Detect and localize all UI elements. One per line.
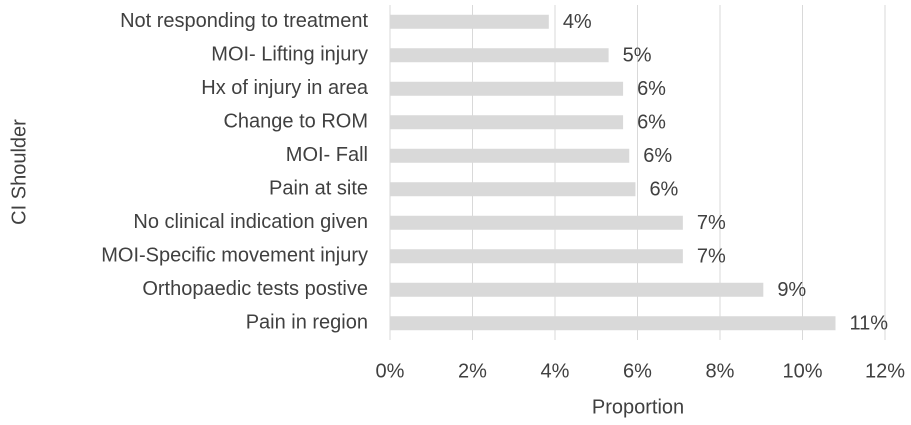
- data-label: 7%: [697, 246, 726, 268]
- data-label: 6%: [649, 179, 678, 201]
- bar: [390, 148, 630, 163]
- x-tick-label: 4%: [541, 360, 570, 382]
- data-label: 6%: [637, 78, 666, 100]
- bar: [390, 215, 683, 230]
- bar: [390, 81, 624, 96]
- y-tick-label: Orthopaedic tests postive: [142, 278, 368, 300]
- data-label: 6%: [643, 145, 672, 167]
- bar: [390, 182, 636, 197]
- bar: [390, 316, 836, 331]
- data-label: 11%: [850, 313, 889, 335]
- bar: [390, 48, 609, 63]
- bar: [390, 249, 683, 264]
- y-tick-label: MOI-Specific movement injury: [101, 245, 368, 267]
- x-tick-label: 6%: [623, 360, 652, 382]
- y-tick-label: MOI- Fall: [286, 144, 368, 166]
- y-tick-label: Pain in region: [246, 312, 368, 334]
- data-label: 5%: [623, 45, 652, 67]
- y-tick-label: Change to ROM: [223, 111, 368, 133]
- x-tick-label: 8%: [706, 360, 735, 382]
- x-tick-label: 10%: [782, 360, 822, 382]
- y-tick-label: No clinical indication given: [133, 211, 368, 233]
- data-label: 4%: [563, 11, 592, 33]
- x-axis-title: Proportion: [592, 396, 684, 418]
- y-tick-label: Pain at site: [269, 178, 368, 200]
- y-axis-title: CI Shoulder: [8, 119, 30, 225]
- data-label: 6%: [637, 112, 666, 134]
- y-tick-label: MOI- Lifting injury: [211, 44, 368, 66]
- data-label: 9%: [777, 279, 806, 301]
- x-tick-label: 12%: [865, 360, 905, 382]
- x-tick-label: 0%: [376, 360, 405, 382]
- bar: [390, 14, 549, 29]
- data-label: 7%: [697, 212, 726, 234]
- bar: [390, 115, 624, 130]
- y-tick-label: Hx of injury in area: [201, 77, 369, 99]
- x-tick-label: 2%: [458, 360, 487, 382]
- bar: [390, 282, 764, 297]
- y-tick-label: Not responding to treatment: [120, 10, 368, 32]
